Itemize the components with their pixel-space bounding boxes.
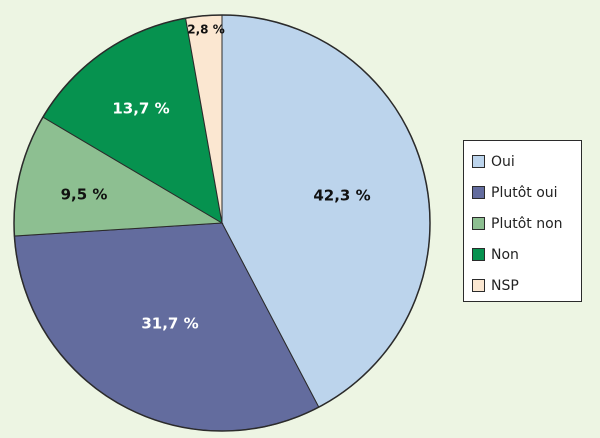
- legend-item-plutot-non: Plutôt non: [472, 208, 581, 239]
- legend-swatch-non: [472, 248, 485, 261]
- data-label-plutot-oui: 31,7 %: [141, 315, 198, 333]
- legend-label-plutot-oui: Plutôt oui: [491, 184, 558, 201]
- legend-item-plutot-oui: Plutôt oui: [472, 177, 581, 208]
- legend-item-non: Non: [472, 239, 581, 270]
- data-label-oui: 42,3 %: [313, 187, 370, 205]
- legend-swatch-plutot-oui: [472, 186, 485, 199]
- legend-swatch-oui: [472, 155, 485, 168]
- data-label-non: 13,7 %: [112, 100, 169, 118]
- legend-label-non: Non: [491, 246, 519, 263]
- data-label-nsp: 2,8 %: [187, 23, 224, 37]
- legend-swatch-nsp: [472, 279, 485, 292]
- legend-swatch-plutot-non: [472, 217, 485, 230]
- pie-outline: [13, 14, 431, 432]
- legend: Oui Plutôt oui Plutôt non Non NSP: [463, 140, 582, 302]
- legend-label-nsp: NSP: [491, 277, 519, 294]
- legend-item-oui: Oui: [472, 146, 581, 177]
- legend-item-nsp: NSP: [472, 270, 581, 301]
- data-label-plutot-non: 9,5 %: [61, 186, 108, 204]
- legend-label-oui: Oui: [491, 153, 515, 170]
- legend-label-plutot-non: Plutôt non: [491, 215, 563, 232]
